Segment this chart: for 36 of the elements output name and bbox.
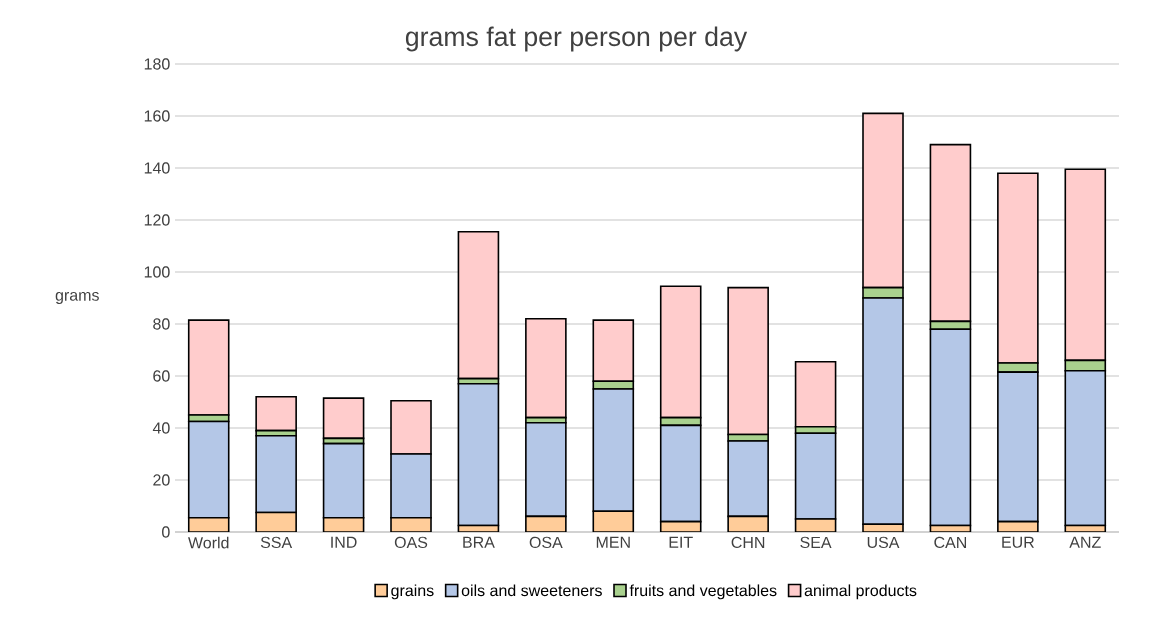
x-tick-label: OSA	[529, 536, 563, 549]
x-tick-label: EUR	[1002, 536, 1035, 548]
x-tick-label: EIT	[669, 536, 693, 548]
y-tick-label: 160	[144, 110, 170, 122]
bar	[255, 396, 297, 432]
x-tick-label: USA	[867, 536, 900, 549]
bar	[457, 230, 500, 380]
y-tick-label: 80	[153, 318, 170, 330]
legend-label: grains	[391, 584, 434, 600]
x-tick-label: SSA	[260, 536, 293, 549]
y-tick-label: 180	[144, 58, 170, 70]
x-tick-label: OAS	[394, 536, 428, 549]
y-tick-label: 100	[144, 266, 170, 278]
bar	[727, 286, 769, 436]
y-tick-label: 40	[152, 422, 170, 434]
x-tick-label: CHN	[731, 536, 765, 549]
legend-label: oils and sweeteners	[461, 584, 602, 597]
bar	[525, 318, 567, 419]
y-tick-label: 140	[144, 162, 170, 174]
y-tick-label: 20	[153, 474, 170, 486]
y-axis-title: grams	[55, 292, 99, 304]
x-tick-label: MEN	[596, 536, 630, 548]
x-tick-label: World	[188, 536, 229, 549]
y-tick-label: 120	[144, 214, 170, 226]
x-tick-label: IND	[331, 536, 357, 548]
x-tick-label: SEA	[800, 536, 832, 549]
chart-title: grams fat per person per day	[405, 26, 748, 52]
x-tick-label: ANZ	[1069, 536, 1101, 548]
x-tick-label: CAN	[934, 536, 967, 549]
y-tick-label: 0	[162, 526, 170, 538]
bar	[322, 397, 365, 440]
bar	[794, 360, 837, 428]
legend-label: fruits and vegetables	[629, 584, 777, 600]
legend-label: animal products	[804, 584, 917, 600]
y-tick-label: 60	[153, 370, 170, 382]
x-tick-label: BRA	[463, 536, 495, 548]
